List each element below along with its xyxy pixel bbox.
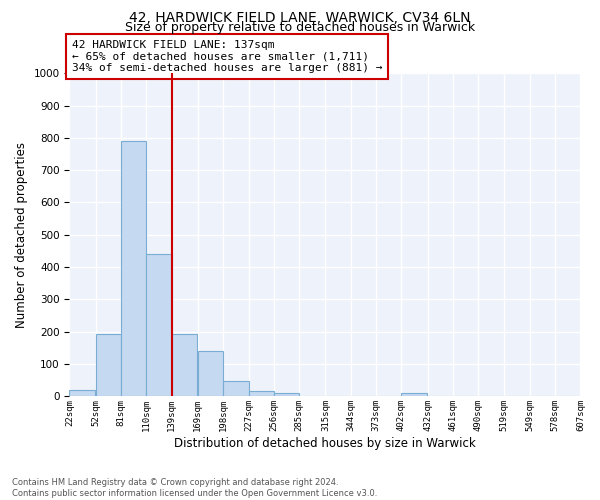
Bar xyxy=(146,254,172,396)
Text: 42, HARDWICK FIELD LANE, WARWICK, CV34 6LN: 42, HARDWICK FIELD LANE, WARWICK, CV34 6… xyxy=(129,11,471,25)
Bar xyxy=(121,141,146,397)
Bar xyxy=(248,390,274,396)
Bar xyxy=(172,334,197,396)
Bar xyxy=(70,390,95,396)
Text: Contains HM Land Registry data © Crown copyright and database right 2024.
Contai: Contains HM Land Registry data © Crown c… xyxy=(12,478,377,498)
Bar xyxy=(95,334,121,396)
Bar xyxy=(274,392,299,396)
Text: Size of property relative to detached houses in Warwick: Size of property relative to detached ho… xyxy=(125,22,475,35)
Text: 42 HARDWICK FIELD LANE: 137sqm
← 65% of detached houses are smaller (1,711)
34% : 42 HARDWICK FIELD LANE: 137sqm ← 65% of … xyxy=(72,40,382,73)
X-axis label: Distribution of detached houses by size in Warwick: Distribution of detached houses by size … xyxy=(174,437,476,450)
Bar xyxy=(198,351,223,397)
Bar xyxy=(401,392,427,396)
Bar xyxy=(223,381,248,396)
Y-axis label: Number of detached properties: Number of detached properties xyxy=(15,142,28,328)
